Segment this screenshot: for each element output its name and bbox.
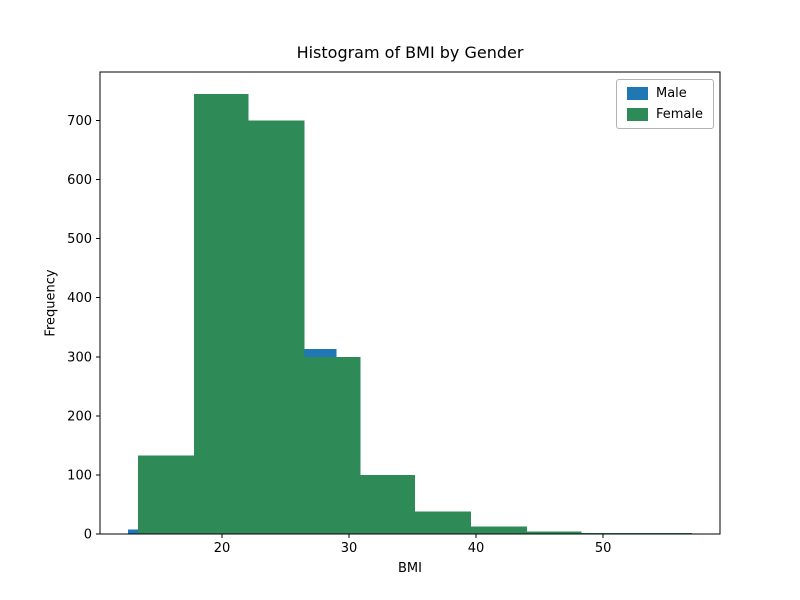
histogram-bar [637,532,693,534]
y-tick-label: 200 [67,409,92,424]
histogram-bar [304,356,361,534]
histogram-bar [470,526,527,534]
y-tick-label: 600 [67,173,92,188]
y-tick-label: 500 [67,232,92,247]
histogram-bar [138,455,195,534]
female-color-swatch [627,108,648,121]
male-color-swatch [627,87,648,100]
legend: Male Female [616,79,715,129]
histogram-bar [360,474,416,534]
x-tick-label: 50 [595,541,612,556]
y-axis-label: Frequency [43,269,59,337]
y-tick-label: 0 [84,528,92,543]
legend-label-female: Female [656,107,704,122]
legend-item-male: Male [627,87,703,100]
y-tick-label: 300 [67,350,92,365]
axes-spines [99,71,721,535]
histogram-bar [248,120,305,534]
histogram-bar [415,511,471,534]
x-tick-label: 30 [341,541,358,556]
y-tick-label: 700 [67,114,92,129]
chart-title: Histogram of BMI by Gender [296,43,524,62]
x-tick-label: 20 [214,541,231,556]
series-female [138,93,693,535]
y-tick-label: 400 [67,291,92,306]
histogram-bar [194,93,249,535]
x-axis-label: BMI [398,561,422,576]
x-tick-label: 40 [468,541,485,556]
histogram-bar [581,532,638,534]
legend-label-male: Male [656,86,687,101]
y-tick-label: 100 [67,468,92,483]
legend-item-female: Female [627,108,703,121]
histogram-bar [526,531,582,534]
